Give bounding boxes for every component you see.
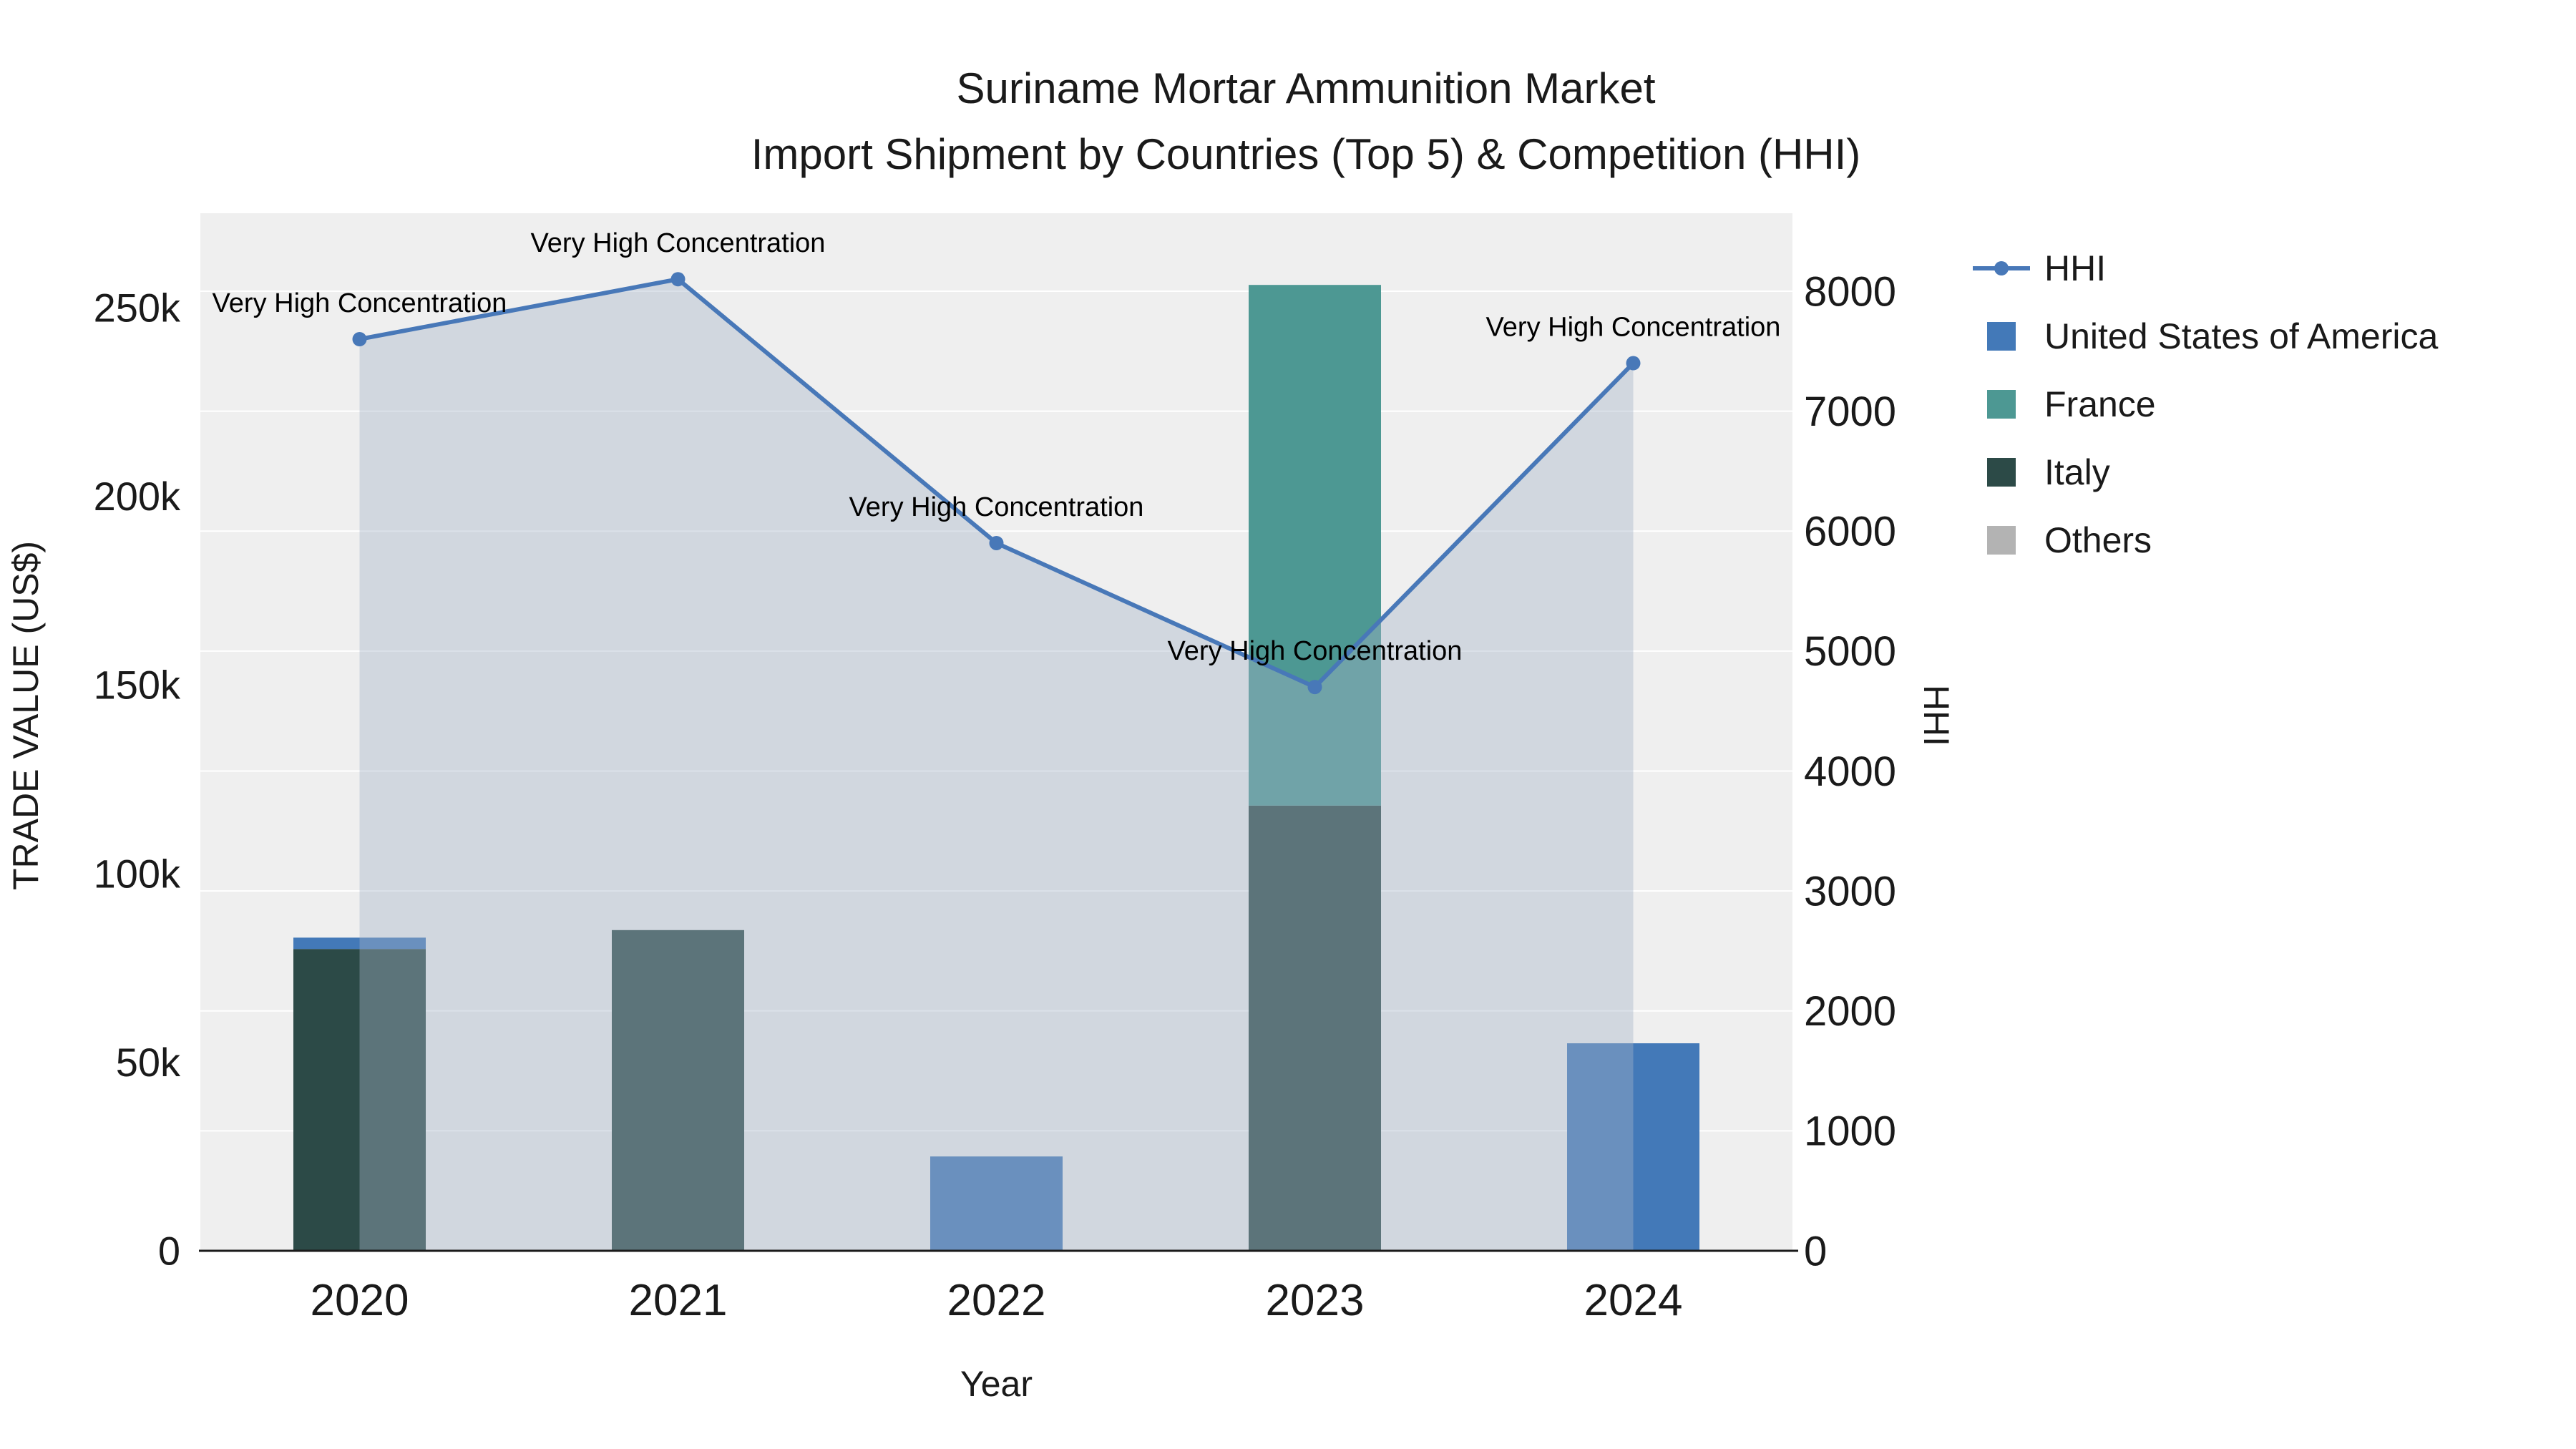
y-left-tick: 50k [116,1040,181,1085]
legend-label: HHI [2044,248,2107,288]
legend-label: France [2044,384,2156,424]
y-right-tick: 4000 [1804,748,1896,795]
y-right-tick: 7000 [1804,389,1896,435]
chart-title: Suriname Mortar Ammunition Market Import… [72,56,2540,187]
legend-label: Italy [2044,452,2110,492]
hhi-marker-2022 [989,535,1004,550]
bar-2024-united-states-of-america [1567,1043,1699,1251]
y-right-tick: 2000 [1804,988,1896,1035]
annotation-2021: Very High Concentration [531,228,826,258]
legend-square-marker-icon [1971,457,2031,487]
y-right-tick: 0 [1804,1228,1827,1274]
legend-item-hhi[interactable]: HHI [1971,234,2438,302]
y-right-tick: 6000 [1804,509,1896,555]
x-tick-2020: 2020 [311,1276,409,1325]
x-tick-2023: 2023 [1266,1276,1365,1325]
legend-item-others[interactable]: Others [1971,506,2438,574]
bar-2022-united-states-of-america [930,1156,1063,1251]
bar-2023-italy [1249,805,1381,1251]
x-tick-2022: 2022 [947,1276,1046,1325]
legend-label: Others [2044,519,2152,560]
hhi-marker-2023 [1307,680,1322,695]
plot-background [200,213,1792,1251]
legend-label: United States of America [2044,316,2439,356]
x-axis-label: Year [960,1364,1033,1404]
legend-square-marker-icon [1971,389,2031,419]
y-right-tick: 5000 [1804,628,1896,675]
bar-2020-united-states-of-america [293,937,426,950]
annotation-2024: Very High Concentration [1486,313,1781,343]
annotation-2022: Very High Concentration [849,492,1144,522]
legend-square-marker-icon [1971,525,2031,555]
y-left-tick: 0 [158,1229,180,1274]
hhi-marker-2021 [670,272,686,287]
bar-2021-italy [612,930,744,1251]
x-tick-2024: 2024 [1584,1276,1683,1325]
chart-title-line1: Suriname Mortar Ammunition Market [956,64,1656,112]
y-left-tick: 200k [94,474,181,519]
chart-title-line2: Import Shipment by Countries (Top 5) & C… [751,130,1861,178]
annotation-2020: Very High Concentration [213,288,507,318]
legend-item-italy[interactable]: Italy [1971,438,2438,506]
legend-item-united-states-of-america[interactable]: United States of America [1971,302,2438,370]
hhi-marker-2020 [352,332,367,347]
y-left-tick: 250k [94,285,181,330]
legend-square-marker-icon [1971,321,2031,351]
x-tick-2021: 2021 [629,1276,728,1325]
y-right-tick: 8000 [1804,268,1896,315]
y-left-tick: 100k [94,851,181,896]
legend-item-france[interactable]: France [1971,370,2438,438]
legend: HHI United States of America France Italy Ot… [1971,234,2438,574]
bar-2020-italy [293,949,426,1251]
y-right-tick: 3000 [1804,868,1896,914]
legend-line-marker-icon [1971,254,2031,283]
annotation-2023: Very High Concentration [1168,636,1463,666]
y-right-tick: 1000 [1804,1108,1896,1155]
y-left-tick: 150k [94,663,181,708]
bar-2023-france [1249,285,1381,806]
hhi-area-fill [359,279,1634,1251]
hhi-marker-2024 [1626,356,1641,371]
